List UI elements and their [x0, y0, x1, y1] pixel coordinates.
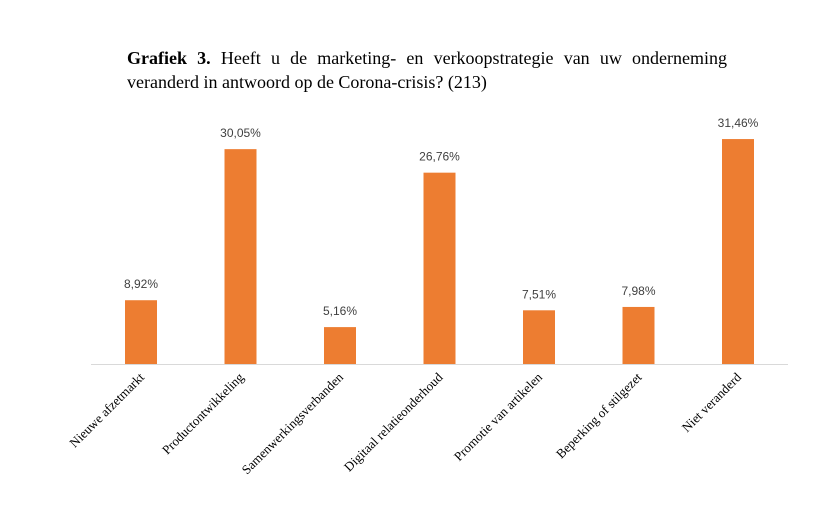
x-tick-label: Samenwerkingsverbanden [239, 369, 347, 477]
x-tick-label: Beperking of stilgezet [553, 369, 645, 461]
chart-title: Heeft u de marketing- en verkoopstrategi… [127, 48, 727, 92]
data-label: 31,46% [718, 116, 759, 130]
bar [523, 310, 555, 364]
data-label: 26,76% [419, 150, 460, 164]
data-label: 7,51% [522, 287, 556, 301]
x-tick-label: Promotie van artikelen [451, 369, 546, 464]
x-tick-label: Productontwikkeling [159, 369, 247, 457]
bar [224, 149, 257, 364]
bar [125, 300, 157, 364]
x-tick-label: Nieuwe afzetmarkt [66, 369, 147, 450]
data-label: 5,16% [323, 304, 357, 318]
bar [324, 327, 356, 364]
x-tick-label: Digitaal relatieonderhoud [341, 369, 446, 474]
data-label: 30,05% [220, 126, 261, 140]
chart-title-block: Grafiek 3. Heeft u de marketing- en verk… [127, 46, 727, 94]
chart-title-label: Grafiek 3. [127, 48, 211, 68]
bar [722, 139, 754, 364]
data-label: 8,92% [124, 277, 158, 291]
bar [622, 306, 655, 364]
bar [423, 172, 456, 364]
x-tick-label: Niet veranderd [679, 369, 745, 435]
data-label: 7,98% [621, 284, 655, 298]
